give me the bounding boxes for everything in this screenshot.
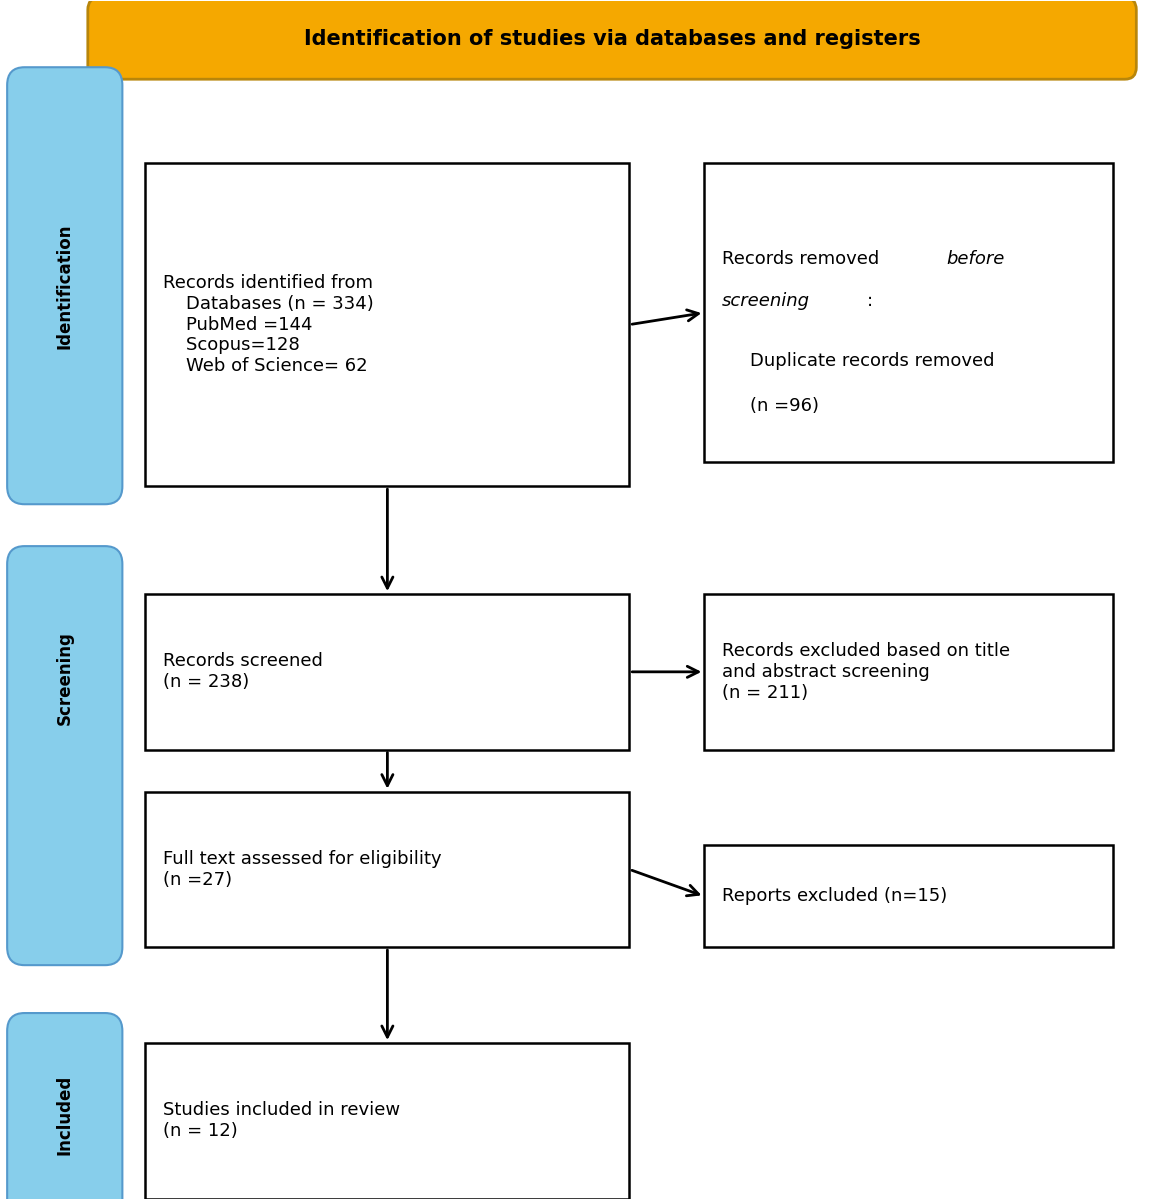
FancyBboxPatch shape	[705, 163, 1113, 462]
FancyBboxPatch shape	[146, 792, 629, 947]
Text: Identification: Identification	[55, 223, 74, 349]
Text: Studies included in review
(n = 12): Studies included in review (n = 12)	[163, 1102, 400, 1140]
FancyBboxPatch shape	[705, 846, 1113, 947]
FancyBboxPatch shape	[146, 163, 629, 486]
FancyBboxPatch shape	[88, 0, 1137, 79]
Text: Duplicate records removed: Duplicate records removed	[751, 352, 994, 370]
Text: screening: screening	[722, 292, 810, 310]
Text: Records screened
(n = 238): Records screened (n = 238)	[163, 653, 322, 691]
Text: :: :	[866, 292, 873, 310]
Text: (n =96): (n =96)	[751, 397, 819, 415]
Text: Records excluded based on title
and abstract screening
(n = 211): Records excluded based on title and abst…	[722, 642, 1009, 702]
Text: Included: Included	[55, 1075, 74, 1154]
FancyBboxPatch shape	[7, 67, 122, 504]
FancyBboxPatch shape	[146, 1043, 629, 1199]
Text: before: before	[946, 250, 1005, 268]
Text: Records removed: Records removed	[722, 250, 885, 268]
FancyBboxPatch shape	[7, 546, 122, 965]
Text: Reports excluded (n=15): Reports excluded (n=15)	[722, 887, 947, 905]
Text: Screening: Screening	[55, 631, 74, 725]
FancyBboxPatch shape	[7, 1013, 122, 1200]
FancyBboxPatch shape	[705, 594, 1113, 750]
Text: Records identified from
    Databases (n = 334)
    PubMed =144
    Scopus=128
 : Records identified from Databases (n = 3…	[163, 274, 373, 376]
Text: Full text assessed for eligibility
(n =27): Full text assessed for eligibility (n =2…	[163, 850, 441, 889]
Text: Identification of studies via databases and registers: Identification of studies via databases …	[304, 29, 921, 48]
FancyBboxPatch shape	[146, 594, 629, 750]
